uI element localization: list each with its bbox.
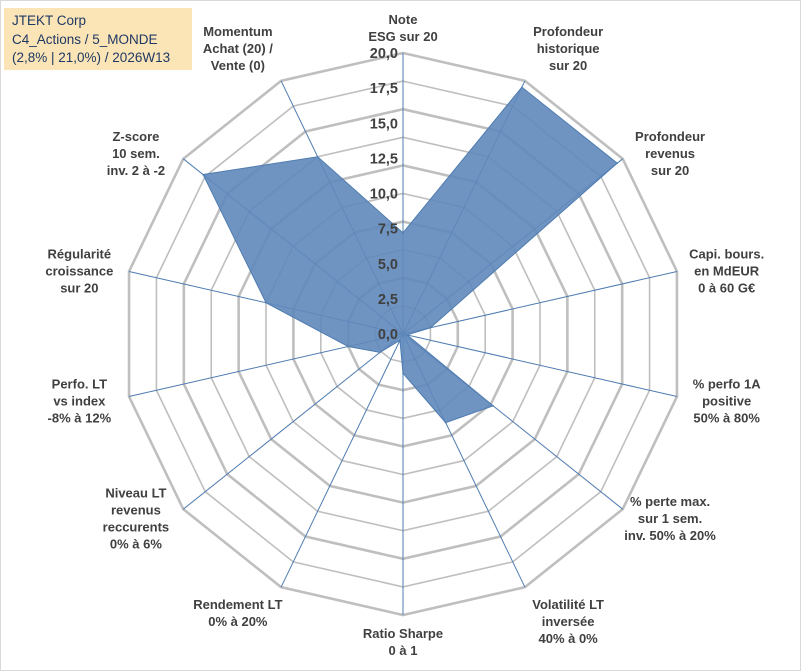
axis-label-line: Régularité xyxy=(48,246,112,261)
tick-label: 17,5 xyxy=(370,81,398,97)
axis-label-line: Perfo. LT xyxy=(52,377,107,392)
info-portfolio: C4_Actions / 5_MONDE xyxy=(12,31,158,47)
tick-layer: 0,0 2,5 5,0 7,5 10,0 12,5 15,0 17,5 20,0 xyxy=(370,46,398,343)
tick-label: 2,5 xyxy=(378,292,398,308)
axis-label: Momentum Achat (20) / Vente (0) xyxy=(203,24,273,73)
series-point xyxy=(492,405,494,407)
axis-label: % perfo 1A positive 50% à 80% xyxy=(693,377,762,426)
tick-label: 5,0 xyxy=(378,257,398,273)
axis-label-line: Profondeur xyxy=(533,24,603,39)
axis-label-line: 0 à 1 xyxy=(389,643,418,658)
axis-label-line: positive xyxy=(702,394,751,409)
axis-label-line: sur 20 xyxy=(651,163,689,178)
axis-label: Z-score 10 sem. inv. 2 à -2 xyxy=(107,129,165,178)
series-point xyxy=(406,334,408,336)
info-company: JTEKT Corp xyxy=(12,13,87,28)
axis-label-line: 0% à 6% xyxy=(110,537,162,552)
axis-label-line: 40% à 0% xyxy=(538,631,598,646)
axis-label-line: inversée xyxy=(542,614,595,629)
axis-label: Profondeur historique sur 20 xyxy=(533,24,603,73)
axis-spoke xyxy=(182,333,404,510)
axis-label-line: Vente (0) xyxy=(211,58,265,73)
axis-label-line: Momentum xyxy=(203,24,272,39)
axis-label-line: inv. 50% à 20% xyxy=(624,528,716,543)
axis-label: Note ESG sur 20 xyxy=(368,12,437,44)
axis-label-line: % perfo 1A xyxy=(693,377,762,392)
axis-label-line: Niveau LT xyxy=(105,486,166,501)
info-box: JTEKT Corp C4_Actions / 5_MONDE (2,8% | … xyxy=(4,8,192,70)
series-point xyxy=(265,301,267,304)
axis-label-line: sur 20 xyxy=(60,280,98,295)
series-point xyxy=(379,351,381,354)
series-point xyxy=(429,326,432,329)
axis-label-line: 0 à 60 G€ xyxy=(698,280,755,295)
axis-label-line: 10 sem. xyxy=(112,146,160,161)
series-point xyxy=(202,173,204,176)
series-point xyxy=(399,339,401,342)
series-point xyxy=(347,345,350,348)
axis-label-line: vs index xyxy=(53,394,106,409)
axis-label: Perfo. LT vs index -8% à 12% xyxy=(48,377,112,426)
axis-label: Profondeur revenus sur 20 xyxy=(635,129,705,178)
axis-label-line: Note xyxy=(389,12,418,27)
tick-label: 7,5 xyxy=(378,222,398,238)
axis-label-line: inv. 2 à -2 xyxy=(107,163,165,178)
axis-label: Capi. bours. en MdEUR 0 à 60 G€ xyxy=(689,246,764,295)
axis-label-line: revenus xyxy=(645,146,695,161)
axis-label-line: sur 20 xyxy=(549,58,587,73)
axis-label: Niveau LT revenus reccurents 0% à 6% xyxy=(103,486,169,552)
series-point xyxy=(521,86,523,88)
axis-label: Volatilité LT inversée 40% à 0% xyxy=(532,597,604,646)
series-area xyxy=(202,86,618,424)
axis-label-line: Z-score xyxy=(112,129,159,144)
axis-label-line: croissance xyxy=(45,263,113,278)
tick-label: 20,0 xyxy=(370,46,398,62)
axis-label-line: en MdEUR xyxy=(694,263,760,278)
axis-label-line: 0% à 20% xyxy=(208,614,268,629)
axis-label: Régularité croissance sur 20 xyxy=(45,246,113,295)
axis-label-line: reccurents xyxy=(103,520,169,535)
series-point xyxy=(616,162,619,164)
series-point xyxy=(444,421,447,424)
series-point xyxy=(402,232,404,234)
series-point xyxy=(316,155,319,158)
tick-label: 12,5 xyxy=(370,151,398,167)
axis-label-line: ESG sur 20 xyxy=(368,29,437,44)
axis-label-line: 50% à 80% xyxy=(693,411,760,426)
axis-label-line: sur 1 sem. xyxy=(638,511,702,526)
axis-label: Rendement LT 0% à 20% xyxy=(193,597,282,629)
axis-label-line: Rendement LT xyxy=(193,597,282,612)
axis-label-line: revenus xyxy=(111,503,161,518)
axis-label: Ratio Sharpe 0 à 1 xyxy=(363,626,443,658)
axis-label-line: historique xyxy=(537,41,600,56)
axis-spoke xyxy=(280,333,404,588)
axis-spoke xyxy=(402,270,678,335)
label-layer: Note ESG sur 20 Profondeur historique sur 20… xyxy=(45,12,764,658)
axis-label-line: -8% à 12% xyxy=(48,411,112,426)
axis-label-line: Capi. bours. xyxy=(689,246,764,261)
tick-label: 15,0 xyxy=(370,116,398,132)
axis-label-line: Ratio Sharpe xyxy=(363,626,443,641)
tick-label: 0,0 xyxy=(378,327,398,343)
axis-spoke xyxy=(402,333,678,398)
axis-label-line: Volatilité LT xyxy=(532,597,604,612)
axis-label-line: Achat (20) / xyxy=(203,41,273,56)
axis-label-line: Profondeur xyxy=(635,129,705,144)
series-point xyxy=(402,372,404,375)
tick-label: 10,0 xyxy=(370,187,398,203)
axis-label-line: % perte max. xyxy=(630,494,710,509)
series-layer xyxy=(202,86,619,424)
axis-label: % perte max. sur 1 sem. inv. 50% à 20% xyxy=(624,494,716,543)
info-stats: (2,8% | 21,0%) / 2026W13 xyxy=(12,50,171,65)
